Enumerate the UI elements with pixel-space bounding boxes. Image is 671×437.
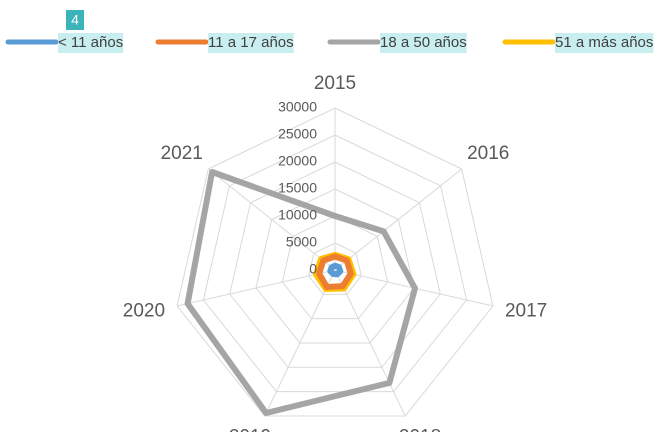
r-tick-label: 20000 [278, 153, 317, 169]
category-label: 2015 [314, 73, 356, 94]
grid-ring [176, 107, 494, 417]
grid-ring [281, 215, 389, 320]
legend-highlight [380, 33, 467, 53]
r-tick-label: 10000 [278, 207, 317, 223]
legend-highlight [58, 33, 124, 53]
series-line [327, 262, 344, 278]
labels-layer: 0 5000 10000 15000 20000 25000 30000 2015 2016 20… [123, 73, 547, 437]
grid-ring [202, 134, 468, 393]
spoke [334, 168, 462, 271]
legend: < 11 años 11 a 17 años 18 a 50 años 51 a má… [5, 33, 654, 53]
series-line [184, 169, 418, 416]
legend-label: 11 a 17 años [208, 34, 294, 51]
category-label: 2018 [399, 427, 441, 432]
category-label: 2021 [161, 143, 203, 164]
series-layer [184, 169, 418, 416]
grid-ring [255, 188, 415, 344]
r-tick-label: 30000 [278, 99, 317, 115]
grid-ring [229, 161, 441, 368]
r-tick-label: 15000 [278, 180, 317, 196]
category-label: 2016 [467, 143, 509, 164]
badge: 4 [71, 12, 79, 28]
series-line [316, 253, 354, 290]
spoke [264, 269, 336, 417]
legend-label: 18 a 50 años [380, 34, 467, 51]
category-label: 2019 [229, 427, 271, 432]
spoke [176, 269, 336, 307]
category-label: 2017 [505, 300, 547, 321]
legend-highlight [555, 33, 654, 53]
r-tick-label: 5000 [286, 234, 317, 250]
grid [176, 107, 494, 417]
spoke [334, 269, 406, 417]
grid-ring [308, 242, 362, 295]
legend-highlight [208, 33, 294, 53]
badge-box [66, 10, 84, 30]
category-label: 2020 [123, 300, 165, 321]
legend-label: < 11 años [58, 34, 123, 51]
spoke [208, 168, 336, 271]
r-tick-label: 0 [309, 261, 317, 277]
legend-label: 51 a más años [555, 34, 653, 51]
r-tick-label: 25000 [278, 126, 317, 142]
